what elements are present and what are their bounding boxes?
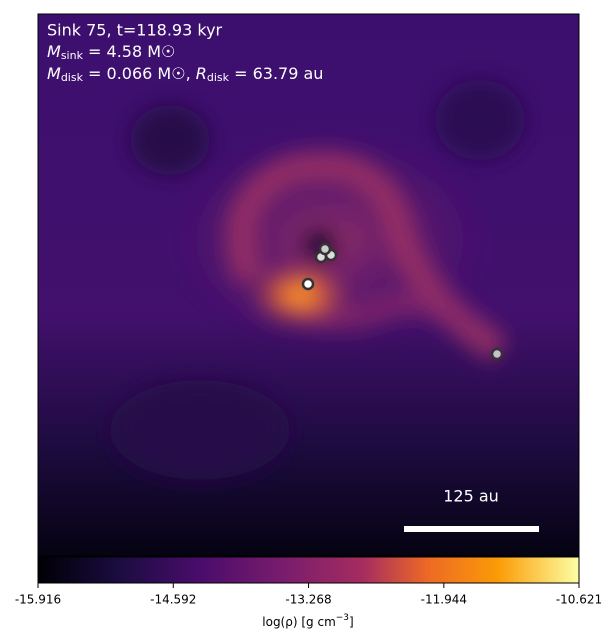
colorbar-label: log(ρ) [g cm−3] bbox=[262, 613, 353, 629]
symbol: M bbox=[47, 42, 61, 61]
sub: disk bbox=[207, 71, 230, 84]
scale-bar bbox=[404, 526, 539, 532]
scale-bar-label: 125 au bbox=[443, 487, 499, 506]
symbol: R bbox=[196, 64, 207, 83]
tick-label: -11.944 bbox=[421, 593, 467, 607]
rest: = 4.58 M☉ bbox=[83, 42, 175, 61]
tick-label: -15.916 bbox=[15, 593, 61, 607]
rest: = 63.79 au bbox=[229, 64, 323, 83]
label-text: log(ρ) [g cm bbox=[262, 615, 336, 629]
frame bbox=[37, 13, 580, 557]
tick-label: -13.268 bbox=[285, 593, 331, 607]
rest: = 0.066 M☉, bbox=[83, 64, 196, 83]
symbol: M bbox=[47, 64, 61, 83]
colorbar bbox=[37, 556, 580, 584]
tick-label: -14.592 bbox=[150, 593, 196, 607]
density-map: Sink 75, t=118.93 kyr Msink = 4.58 M☉ Md… bbox=[38, 14, 579, 556]
sinks bbox=[301, 242, 504, 361]
sub: sink bbox=[61, 49, 84, 62]
sink-mass: Msink = 4.58 M☉ bbox=[47, 42, 175, 63]
title: Sink 75, t=118.93 kyr bbox=[47, 21, 223, 40]
label-sup: −3 bbox=[336, 613, 349, 623]
sub: disk bbox=[61, 71, 84, 84]
tick-label: -10.621 bbox=[556, 593, 602, 607]
disk-info: Mdisk = 0.066 M☉, Rdisk = 63.79 au bbox=[47, 64, 323, 85]
label-end: ] bbox=[349, 615, 354, 629]
